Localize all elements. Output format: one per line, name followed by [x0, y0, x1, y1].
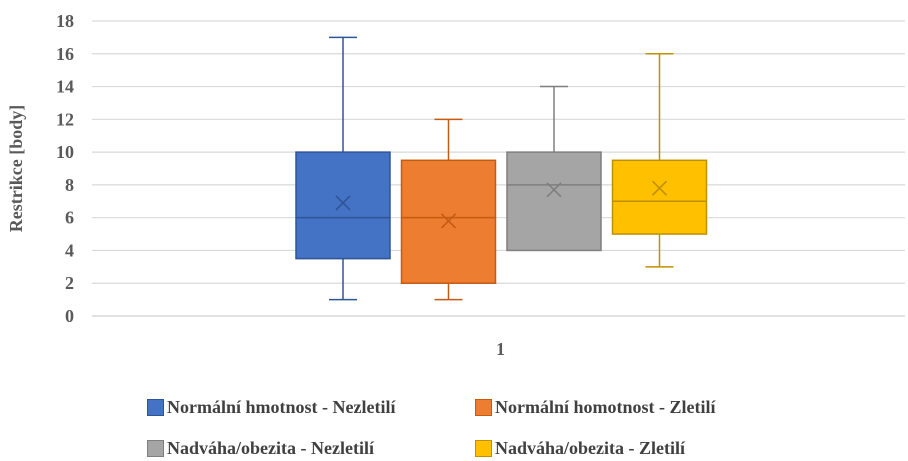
y-tick-label: 0 [65, 306, 74, 326]
y-tick-label: 6 [65, 208, 74, 228]
mean-marker [651, 180, 668, 196]
x-category-label: 1 [496, 339, 505, 359]
y-tick-label: 10 [56, 142, 74, 162]
mean-marker-stroke [335, 195, 351, 211]
mean-marker-stroke [546, 182, 562, 198]
y-tick-label: 18 [56, 11, 74, 31]
gridlines [92, 20, 905, 284]
box-iqr [506, 151, 602, 252]
y-tick-label: 4 [65, 240, 74, 260]
y-axis-title: Restrikce [body] [6, 105, 26, 232]
y-tick-label: 14 [56, 77, 74, 97]
mean-marker-stroke [651, 180, 668, 196]
y-axis-ticks: 0 2 4 6 8 10 12 14 16 18 [56, 11, 74, 326]
y-tick-label: 16 [56, 44, 74, 64]
box-iqr [611, 159, 708, 235]
box-series-2 [400, 118, 497, 301]
box-series-1 [295, 36, 391, 301]
y-tick-label: 12 [56, 109, 74, 129]
box-series-group [295, 36, 708, 301]
mean-marker-stroke [440, 213, 457, 229]
box-series-4 [611, 53, 708, 268]
y-tick-label: 2 [65, 273, 74, 293]
box-series-3 [506, 85, 602, 252]
y-tick-label: 8 [65, 175, 74, 195]
box-iqr [295, 151, 391, 260]
mean-marker [335, 195, 351, 211]
mean-marker [546, 182, 562, 198]
mean-marker [440, 213, 457, 229]
